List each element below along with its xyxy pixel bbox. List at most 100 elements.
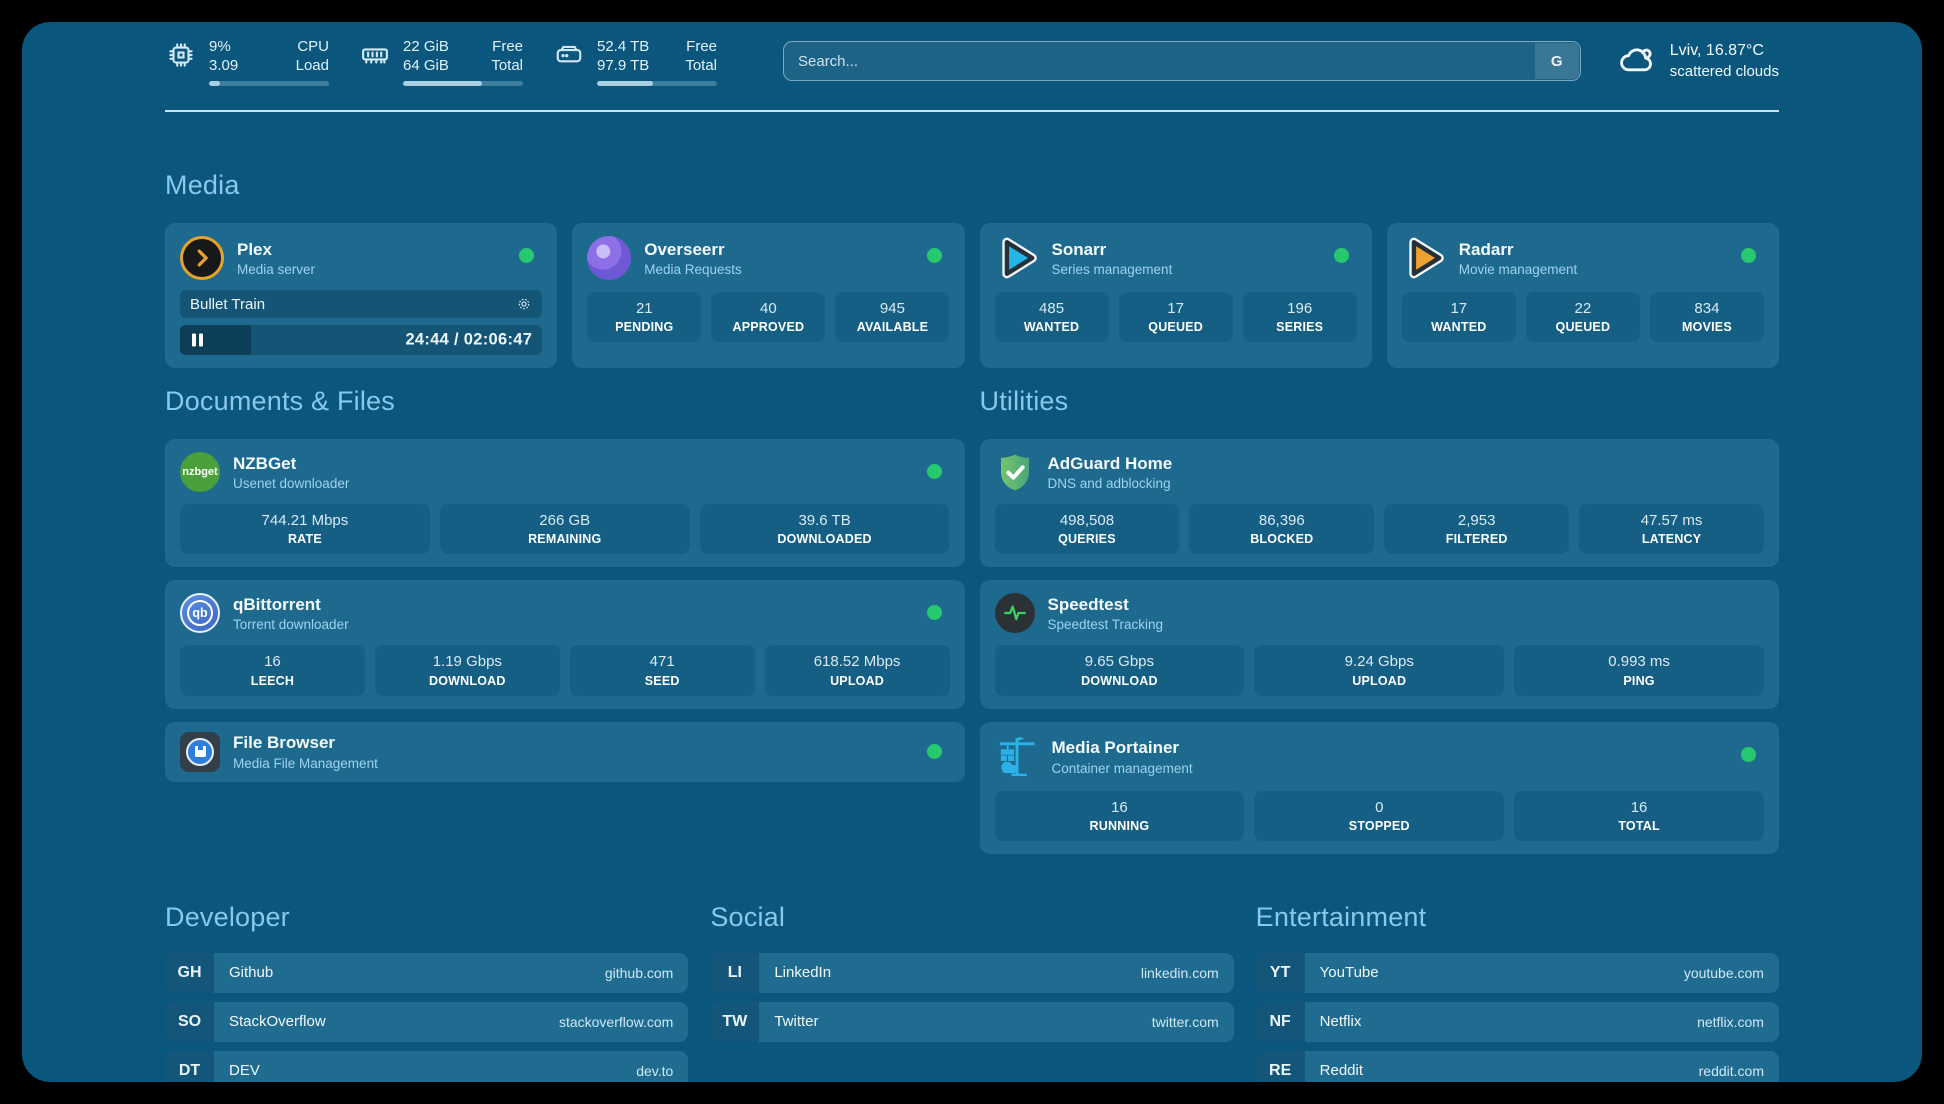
cpu-progress-bar (209, 80, 329, 86)
stat-box: 86,396 BLOCKED (1189, 504, 1375, 555)
app-card-nzbget[interactable]: nzbget NZBGet Usenet downloader 744.21 M… (165, 439, 965, 568)
stat-value: 744.21 Mbps (261, 512, 349, 529)
playback-progress-bar[interactable]: 24:44 / 02:06:47 (180, 325, 543, 355)
bookmark-name: StackOverflow (229, 1013, 326, 1031)
stat-label: TOTAL (1618, 818, 1660, 833)
bookmarks-entertainment: Entertainment YT YouTube youtube.com NF … (1255, 901, 1779, 1082)
disk-label-bottom: Total (685, 57, 717, 74)
bookmark-url: twitter.com (1151, 1013, 1219, 1030)
stat-box: 2,953 FILTERED (1384, 504, 1570, 555)
stat-label: REMAINING (528, 532, 602, 547)
app-description: Usenet downloader (233, 476, 350, 492)
utilities-column: Utilities (979, 386, 1779, 854)
stat-label: DOWNLOAD (429, 673, 506, 688)
bookmark-abbr: SO (165, 1001, 214, 1042)
playback-progress-fill (180, 325, 251, 355)
app-card-overseerr[interactable]: Overseerr Media Requests 21 PENDING 40 A… (572, 223, 965, 368)
stat-box: 266 GB REMAINING (439, 504, 690, 555)
disk-free-value: 52.4 TB (597, 37, 650, 55)
stat-label: STOPPED (1348, 818, 1410, 833)
bookmark-stackoverflow[interactable]: SO StackOverflow stackoverflow.com (165, 1001, 689, 1042)
section-title-entertainment: Entertainment (1255, 901, 1427, 932)
speedtest-card-header: Speedtest Speedtest Tracking (994, 593, 1765, 634)
section-title-utilities: Utilities (979, 386, 1069, 416)
overseerr-card-header: Overseerr Media Requests (587, 236, 949, 280)
stat-value: 0 (1375, 798, 1384, 816)
portainer-stats: 16 RUNNING 0 STOPPED 16 TOTAL (994, 790, 1765, 841)
now-playing-title: Bullet Train (190, 295, 266, 313)
stat-value: 17 (1450, 300, 1468, 317)
stat-value: 16 (1630, 798, 1648, 816)
qbittorrent-card-header: qb qBittorrent Torrent downloader (180, 593, 950, 634)
stat-label: QUEUED (1555, 320, 1611, 335)
app-description: Speedtest Tracking (1047, 617, 1164, 633)
bookmark-url: netflix.com (1697, 1013, 1764, 1030)
bookmark-dev[interactable]: DT DEV dev.to (165, 1050, 689, 1082)
stat-value: 834 (1694, 300, 1720, 317)
pause-icon[interactable] (192, 333, 203, 347)
section-title-media: Media (165, 170, 240, 200)
app-card-qbittorrent[interactable]: qb qBittorrent Torrent downloader 16 LEE… (165, 580, 965, 709)
qbittorrent-stats: 16 LEECH 1.19 Gbps DOWNLOAD 471 SEED 6 (180, 645, 950, 696)
bookmark-reddit[interactable]: RE Reddit reddit.com (1255, 1050, 1779, 1082)
stat-value: 266 GB (539, 512, 591, 529)
app-title: Speedtest (1047, 595, 1129, 615)
status-dot (926, 605, 942, 621)
status-dot (1333, 248, 1349, 263)
app-card-plex[interactable]: Plex Media server Bullet Train (165, 223, 558, 368)
status-dot (926, 248, 942, 263)
stat-box: 485 WANTED (994, 292, 1109, 343)
radarr-stats: 17 WANTED 22 QUEUED 834 MOVIES (1401, 292, 1764, 343)
bookmark-linkedin[interactable]: LI LinkedIn linkedin.com (710, 952, 1234, 993)
bookmark-netflix[interactable]: NF Netflix netflix.com (1255, 1001, 1779, 1042)
app-description: Series management (1051, 262, 1173, 278)
app-description: Container management (1051, 760, 1193, 776)
weather-location-temp: Lviv, 16.87°C (1669, 42, 1764, 60)
bookmark-youtube[interactable]: YT YouTube youtube.com (1255, 952, 1779, 993)
app-card-portainer[interactable]: Media Portainer Container management 16 … (979, 721, 1779, 854)
stat-label: BLOCKED (1250, 532, 1314, 547)
stat-label: RATE (287, 532, 322, 547)
ram-stat-widget: 22 GiB Free 64 GiB Total (359, 37, 523, 86)
app-card-sonarr[interactable]: Sonarr Series management 485 WANTED 17 Q… (979, 223, 1372, 368)
stat-label: LATENCY (1641, 532, 1702, 547)
app-title: Radarr (1458, 239, 1514, 259)
search-input[interactable] (783, 41, 1581, 81)
stat-value: 21 (635, 300, 653, 317)
stat-label: LEECH (250, 673, 295, 688)
search-engine-button[interactable]: G (1534, 43, 1579, 79)
gear-icon[interactable] (516, 296, 532, 312)
media-card-grid: Plex Media server Bullet Train (165, 223, 1779, 368)
app-card-speedtest[interactable]: Speedtest Speedtest Tracking 9.65 Gbps D… (979, 580, 1779, 709)
plex-icon (180, 236, 224, 280)
stat-box: 17 WANTED (1401, 292, 1516, 343)
stat-label: WANTED (1023, 320, 1080, 335)
stat-box: 498,508 QUERIES (994, 504, 1180, 555)
app-card-filebrowser[interactable]: File Browser Media File Management (165, 721, 965, 782)
stat-label: QUEUED (1148, 320, 1203, 335)
documents-column: Documents & Files nzbget NZBGet Usenet d… (165, 386, 965, 782)
stat-box: 22 QUEUED (1525, 292, 1640, 343)
bookmark-abbr: TW (710, 1001, 760, 1042)
stat-value: 16 (264, 653, 281, 671)
weather-widget: Lviv, 16.87°C scattered clouds (1617, 39, 1779, 84)
stat-value: 2,953 (1457, 512, 1496, 529)
bookmark-name: DEV (229, 1062, 260, 1080)
app-card-adguard[interactable]: AdGuard Home DNS and adblocking 498,508 … (979, 439, 1779, 568)
playback-time: 24:44 / 02:06:47 (405, 330, 533, 349)
stat-value: 0.993 ms (1608, 653, 1670, 671)
stat-value: 39.6 TB (798, 512, 851, 529)
cpu-label-top: CPU (297, 37, 329, 55)
stat-box: 39.6 TB DOWNLOADED (699, 504, 950, 555)
status-dot (926, 464, 942, 479)
stat-label: DOWNLOAD (1081, 673, 1158, 688)
bookmark-github[interactable]: GH Github github.com (165, 952, 689, 993)
app-card-radarr[interactable]: Radarr Movie management 17 WANTED 22 QUE… (1386, 223, 1779, 368)
bookmark-url: youtube.com (1683, 964, 1764, 981)
portainer-card-header: Media Portainer Container management (995, 735, 1765, 779)
app-title: NZBGet (233, 453, 297, 473)
status-dot (519, 248, 535, 263)
bookmark-twitter[interactable]: TW Twitter twitter.com (710, 1001, 1234, 1042)
cpu-usage-value: 9% (209, 37, 231, 55)
ram-progress-fill (403, 80, 483, 86)
